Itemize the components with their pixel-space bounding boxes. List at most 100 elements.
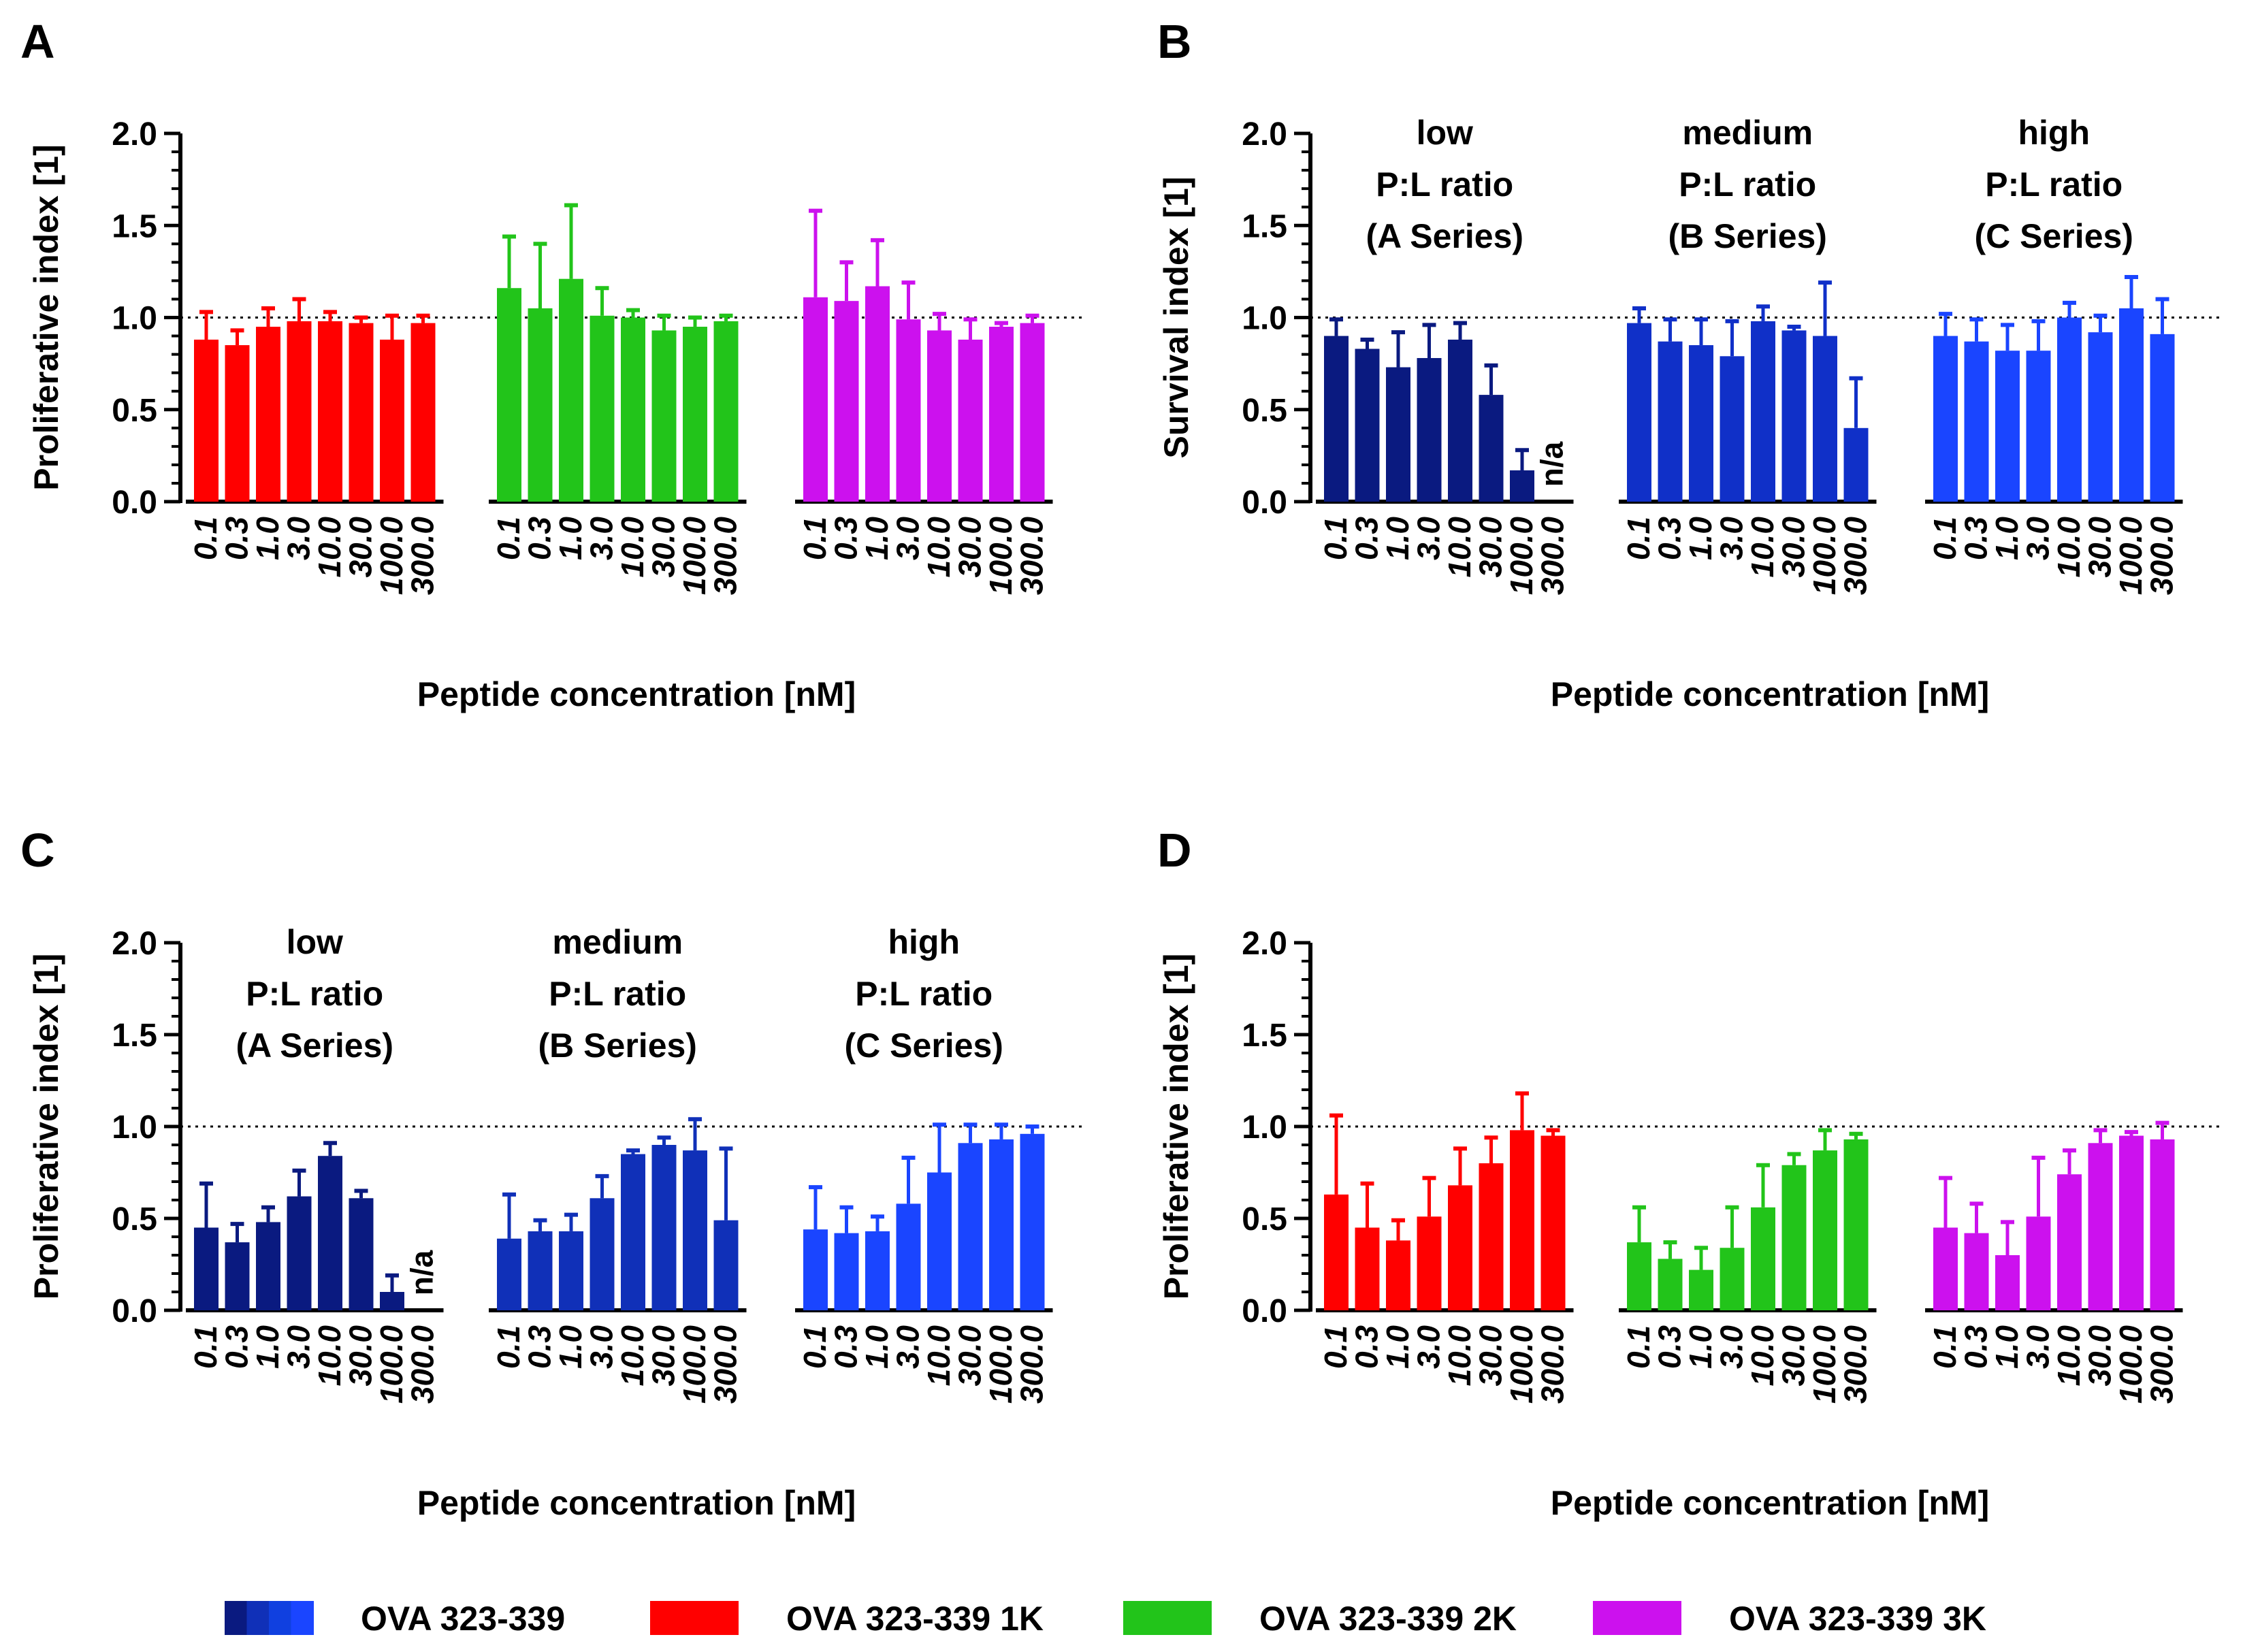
- bar: [1781, 1165, 1807, 1310]
- bar: [989, 327, 1014, 502]
- bar: [865, 286, 890, 502]
- bar: [865, 1231, 890, 1310]
- panel-c: C 0.0 0.5 1.0 1.5 2.0 Proliferative index [1] n…: [20, 824, 1086, 1522]
- legend-label: OVA 323-339 1K: [786, 1600, 1044, 1638]
- x-tick-label: 0.1: [797, 1325, 833, 1369]
- legend-swatch: [269, 1601, 292, 1635]
- bar: [896, 319, 921, 502]
- bar: [1324, 336, 1349, 502]
- bar: [2026, 351, 2051, 502]
- bar: [380, 1292, 404, 1310]
- bar: [287, 321, 312, 502]
- x-tick-label: 30.0: [343, 1325, 378, 1387]
- bar: [225, 1242, 250, 1310]
- bar: [2119, 1135, 2144, 1310]
- panel-letter: D: [1157, 824, 1192, 877]
- bar: [1448, 339, 1472, 502]
- bar: [896, 1203, 921, 1310]
- y-tick-label: 2.0: [112, 116, 157, 152]
- bar: [318, 321, 342, 502]
- bar: [590, 1198, 615, 1310]
- bar: [1479, 1163, 1504, 1310]
- bar: [1689, 1269, 1713, 1310]
- bar: [834, 1233, 859, 1310]
- x-tick-label: 100.0: [1504, 1325, 1539, 1404]
- y-tick-label: 0.5: [112, 393, 157, 429]
- bar: [683, 327, 707, 502]
- x-tick-label: 100.0: [374, 517, 409, 596]
- x-tick-label: 10.0: [1442, 1325, 1477, 1387]
- y-tick-label: 0.5: [1242, 393, 1287, 429]
- bar: [1781, 330, 1807, 502]
- x-tick-label: 0.3: [522, 517, 558, 560]
- x-axis-title: Peptide concentration [nM]: [417, 1484, 856, 1522]
- y-tick-label: 2.0: [112, 926, 157, 962]
- x-tick-label: 300.0: [1535, 517, 1570, 596]
- x-tick-label: 0.3: [522, 1325, 558, 1369]
- bar: [1324, 1194, 1349, 1310]
- y-axis-title: Proliferative index [1]: [27, 144, 65, 491]
- bar: [194, 339, 219, 502]
- bar: [989, 1139, 1014, 1310]
- bar: [194, 1227, 219, 1310]
- panel-letter: C: [20, 824, 55, 877]
- legend-label: OVA 323-339 3K: [1729, 1600, 1986, 1638]
- bar: [621, 317, 645, 502]
- legend-swatch: [1593, 1601, 1681, 1635]
- x-tick-label: 10.0: [921, 1325, 956, 1387]
- y-tick-label: 0.0: [1242, 1293, 1287, 1329]
- x-tick-label: 3.0: [1714, 517, 1749, 560]
- x-tick-label: 10.0: [615, 517, 650, 578]
- x-tick-label: 0.3: [1958, 517, 1994, 560]
- x-axis-title: Peptide concentration [nM]: [1551, 1484, 1989, 1522]
- bar: [1510, 1130, 1534, 1310]
- y-tick-label: 1.5: [1242, 1018, 1287, 1054]
- bar: [1933, 1227, 1958, 1310]
- y-tick-label: 2.0: [1242, 926, 1287, 962]
- bar: [1627, 1242, 1651, 1310]
- group-label: (C Series): [845, 1026, 1003, 1065]
- x-tick-label: 30.0: [1776, 1325, 1811, 1387]
- x-tick-label: 1.0: [1989, 517, 2024, 560]
- group-label: P:L ratio: [1679, 165, 1816, 204]
- y-tick-label: 0.0: [112, 485, 157, 521]
- x-tick-label: 3.0: [1411, 517, 1447, 560]
- x-tick-label: 0.3: [219, 1325, 255, 1369]
- x-tick-label: 3.0: [1714, 1325, 1749, 1369]
- y-axis-title: Survival index [1]: [1157, 176, 1195, 458]
- bar: [1751, 321, 1775, 502]
- x-tick-label: 0.1: [491, 517, 526, 560]
- bar: [1995, 351, 2020, 502]
- x-tick-label: 10.0: [312, 517, 347, 578]
- bar: [958, 1143, 983, 1310]
- group-label: (A Series): [236, 1026, 393, 1065]
- bar: [349, 323, 374, 502]
- x-tick-label: 3.0: [2020, 1325, 2056, 1369]
- bar: [318, 1156, 342, 1310]
- bar: [2026, 1216, 2051, 1310]
- bar: [1448, 1185, 1472, 1310]
- y-tick-label: 2.0: [1242, 116, 1287, 152]
- x-tick-label: 0.1: [188, 517, 223, 560]
- x-tick-label: 1.0: [250, 1325, 285, 1369]
- x-tick-label: 0.3: [1652, 1325, 1688, 1369]
- group-label: (B Series): [1668, 217, 1827, 255]
- bar: [1386, 367, 1410, 502]
- bar: [834, 301, 859, 502]
- x-tick-label: 10.0: [921, 517, 956, 578]
- x-tick-label: 3.0: [281, 517, 317, 560]
- group-label: high: [2018, 114, 2090, 152]
- y-tick-label: 0.5: [112, 1201, 157, 1237]
- bar: [1720, 1248, 1745, 1310]
- x-tick-label: 10.0: [1442, 517, 1477, 578]
- y-tick-label: 1.0: [1242, 1110, 1287, 1146]
- x-tick-label: 30.0: [2082, 517, 2118, 578]
- x-tick-label: 300.0: [1535, 1325, 1570, 1404]
- x-tick-label: 100.0: [677, 1325, 712, 1404]
- x-tick-label: 0.3: [828, 517, 864, 560]
- x-tick-label: 1.0: [859, 1325, 894, 1369]
- x-tick-label: 300.0: [1014, 1325, 1050, 1404]
- x-tick-label: 10.0: [615, 1325, 650, 1387]
- bar: [927, 330, 952, 502]
- x-tick-label: 0.1: [1927, 517, 1963, 560]
